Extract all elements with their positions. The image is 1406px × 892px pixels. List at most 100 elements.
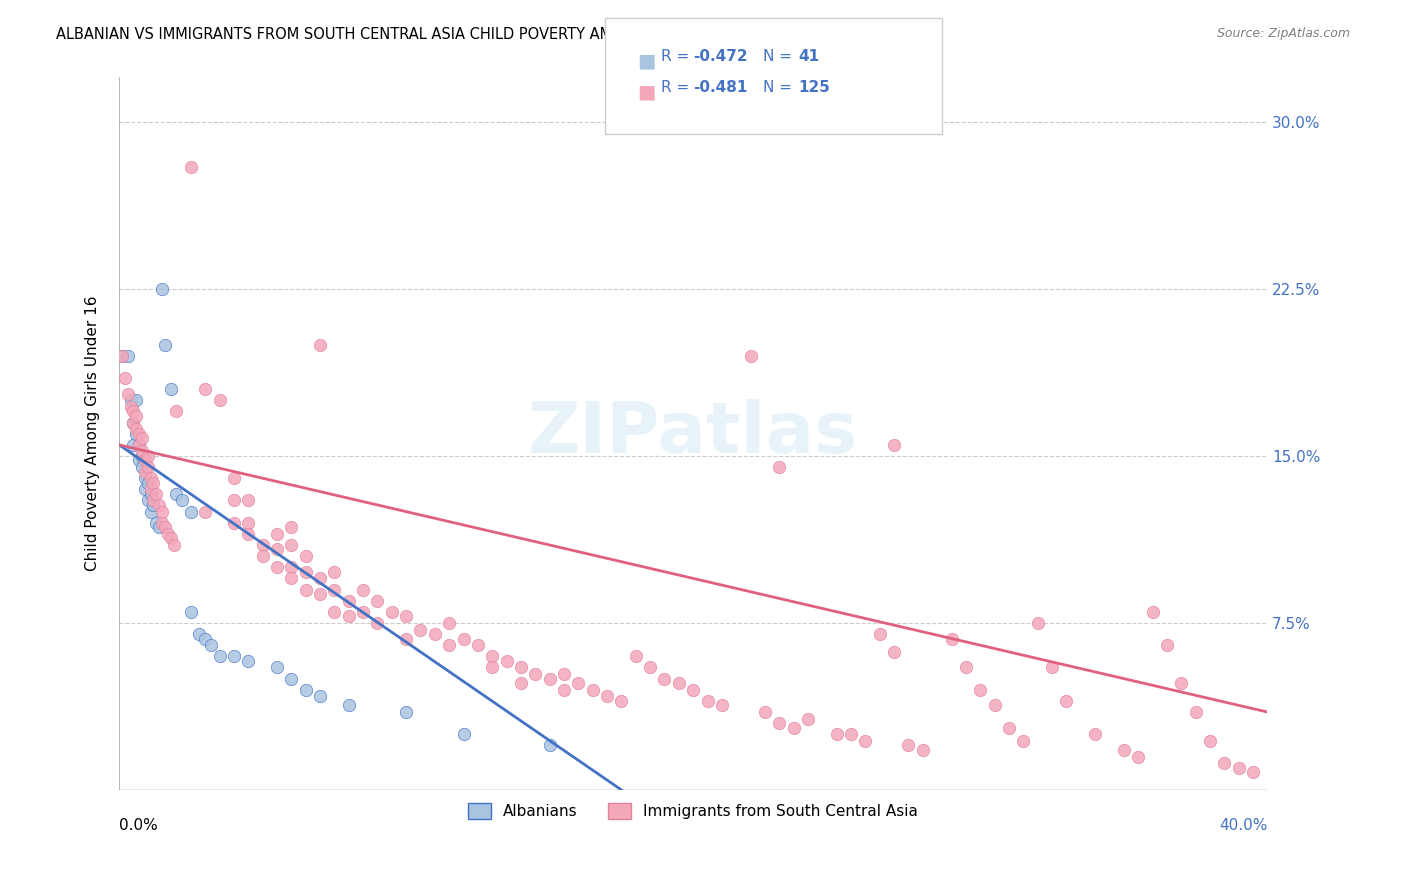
Point <box>1012 734 1035 748</box>
Point <box>437 615 460 630</box>
Point <box>352 605 374 619</box>
Point <box>294 682 316 697</box>
Point <box>538 672 561 686</box>
Point <box>1213 756 1236 771</box>
Y-axis label: Child Poverty Among Girls Under 16: Child Poverty Among Girls Under 16 <box>86 296 100 572</box>
Text: ZIPatlas: ZIPatlas <box>529 400 858 468</box>
Point <box>117 386 139 401</box>
Text: -0.481: -0.481 <box>693 80 748 95</box>
Point <box>782 721 804 735</box>
Text: R =: R = <box>661 80 695 95</box>
Point <box>1156 638 1178 652</box>
Point <box>1084 727 1107 741</box>
Point <box>768 460 790 475</box>
Point <box>222 471 245 485</box>
Point <box>153 520 176 534</box>
Point <box>166 487 188 501</box>
Point <box>194 382 217 396</box>
Point <box>337 698 360 713</box>
Point <box>309 571 332 585</box>
Point <box>153 337 176 351</box>
Point <box>136 493 159 508</box>
Point <box>481 660 503 674</box>
Point <box>134 465 156 479</box>
Point <box>1126 749 1149 764</box>
Point <box>156 527 179 541</box>
Point <box>172 493 194 508</box>
Point <box>1199 734 1222 748</box>
Point <box>166 404 188 418</box>
Point <box>395 705 418 719</box>
Point <box>139 505 162 519</box>
Point <box>208 649 231 664</box>
Point <box>194 505 217 519</box>
Point <box>797 712 820 726</box>
Point <box>1040 660 1063 674</box>
Point <box>266 560 288 574</box>
Point <box>510 660 533 674</box>
Point <box>139 471 162 485</box>
Point <box>111 349 134 363</box>
Point <box>125 422 148 436</box>
Point <box>128 426 150 441</box>
Point <box>337 609 360 624</box>
Point <box>238 516 260 530</box>
Point <box>136 449 159 463</box>
Point <box>754 705 776 719</box>
Point <box>395 632 418 646</box>
Point <box>122 416 145 430</box>
Point <box>610 694 633 708</box>
Point <box>768 716 790 731</box>
Point <box>122 438 145 452</box>
Point <box>208 393 231 408</box>
Point <box>200 638 222 652</box>
Point <box>309 337 332 351</box>
Point <box>437 638 460 652</box>
Point <box>1142 605 1164 619</box>
Point <box>280 560 302 574</box>
Point <box>148 498 170 512</box>
Point <box>638 660 661 674</box>
Text: N =: N = <box>763 49 797 64</box>
Point <box>381 605 404 619</box>
Point <box>740 349 762 363</box>
Point <box>280 672 302 686</box>
Text: 41: 41 <box>799 49 820 64</box>
Point <box>567 676 589 690</box>
Point <box>983 698 1005 713</box>
Point <box>998 721 1021 735</box>
Point <box>145 516 167 530</box>
Point <box>145 487 167 501</box>
Point <box>180 505 202 519</box>
Point <box>159 382 181 396</box>
Point <box>395 609 418 624</box>
Point <box>238 527 260 541</box>
Point <box>495 654 517 668</box>
Point <box>136 475 159 490</box>
Point <box>180 605 202 619</box>
Point <box>150 282 173 296</box>
Point <box>883 645 905 659</box>
Point <box>142 493 165 508</box>
Point <box>222 649 245 664</box>
Point <box>409 623 432 637</box>
Point <box>453 632 475 646</box>
Point <box>159 532 181 546</box>
Point <box>911 743 934 757</box>
Point <box>131 460 153 475</box>
Point <box>117 349 139 363</box>
Point <box>125 426 148 441</box>
Point <box>134 453 156 467</box>
Point <box>134 471 156 485</box>
Point <box>696 694 718 708</box>
Text: ■: ■ <box>637 52 655 70</box>
Point <box>142 498 165 512</box>
Legend: Albanians, Immigrants from South Central Asia: Albanians, Immigrants from South Central… <box>463 797 925 825</box>
Point <box>266 542 288 557</box>
Point <box>222 493 245 508</box>
Point <box>131 444 153 458</box>
Point <box>423 627 446 641</box>
Point <box>120 400 142 414</box>
Point <box>148 520 170 534</box>
Point <box>352 582 374 597</box>
